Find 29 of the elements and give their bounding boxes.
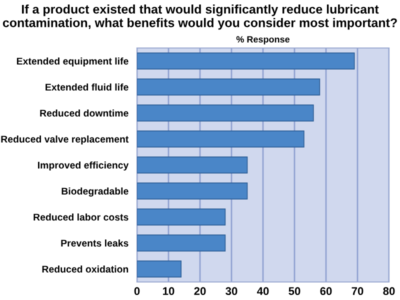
y-tick-label: Reduced downtime xyxy=(40,109,128,117)
bar xyxy=(137,234,226,252)
bar xyxy=(137,52,355,70)
y-tick-label: Biodegradable xyxy=(62,187,128,197)
bar xyxy=(137,260,182,278)
x-tick-label: 40 xyxy=(256,287,269,296)
y-tick-label: Reduced labor costs xyxy=(34,213,128,221)
bar xyxy=(137,78,320,96)
bar xyxy=(137,130,304,148)
bar xyxy=(137,208,226,226)
bar xyxy=(137,182,248,200)
x-tick-label: 70 xyxy=(352,287,364,296)
x-tick-label: 30 xyxy=(226,287,238,296)
x-tick-label: 60 xyxy=(320,287,332,296)
bar xyxy=(137,104,314,122)
y-tick-label: Extended fluid life xyxy=(46,83,128,91)
y-tick-label: Prevents leaks xyxy=(61,239,128,247)
y-tick-label: Reduced oxidation xyxy=(42,265,128,273)
chart-title: If a product existed that would significantly reduce lubricant contamination, what benefits would you consider most important? xyxy=(2,4,397,30)
y-tick-label: Extended equipment life xyxy=(16,57,128,67)
x-tick-label: 0 xyxy=(134,287,140,296)
x-tick-label: 10 xyxy=(163,287,174,296)
x-axis-title: % Response xyxy=(236,36,290,44)
y-tick-label: Reduced valve replacement xyxy=(1,135,129,145)
x-tick-label: 80 xyxy=(383,287,395,296)
x-tick-label: 50 xyxy=(288,287,300,296)
bar xyxy=(137,156,248,174)
y-tick-label: Improved efficiency xyxy=(38,161,129,171)
x-tick-label: 20 xyxy=(194,287,206,296)
